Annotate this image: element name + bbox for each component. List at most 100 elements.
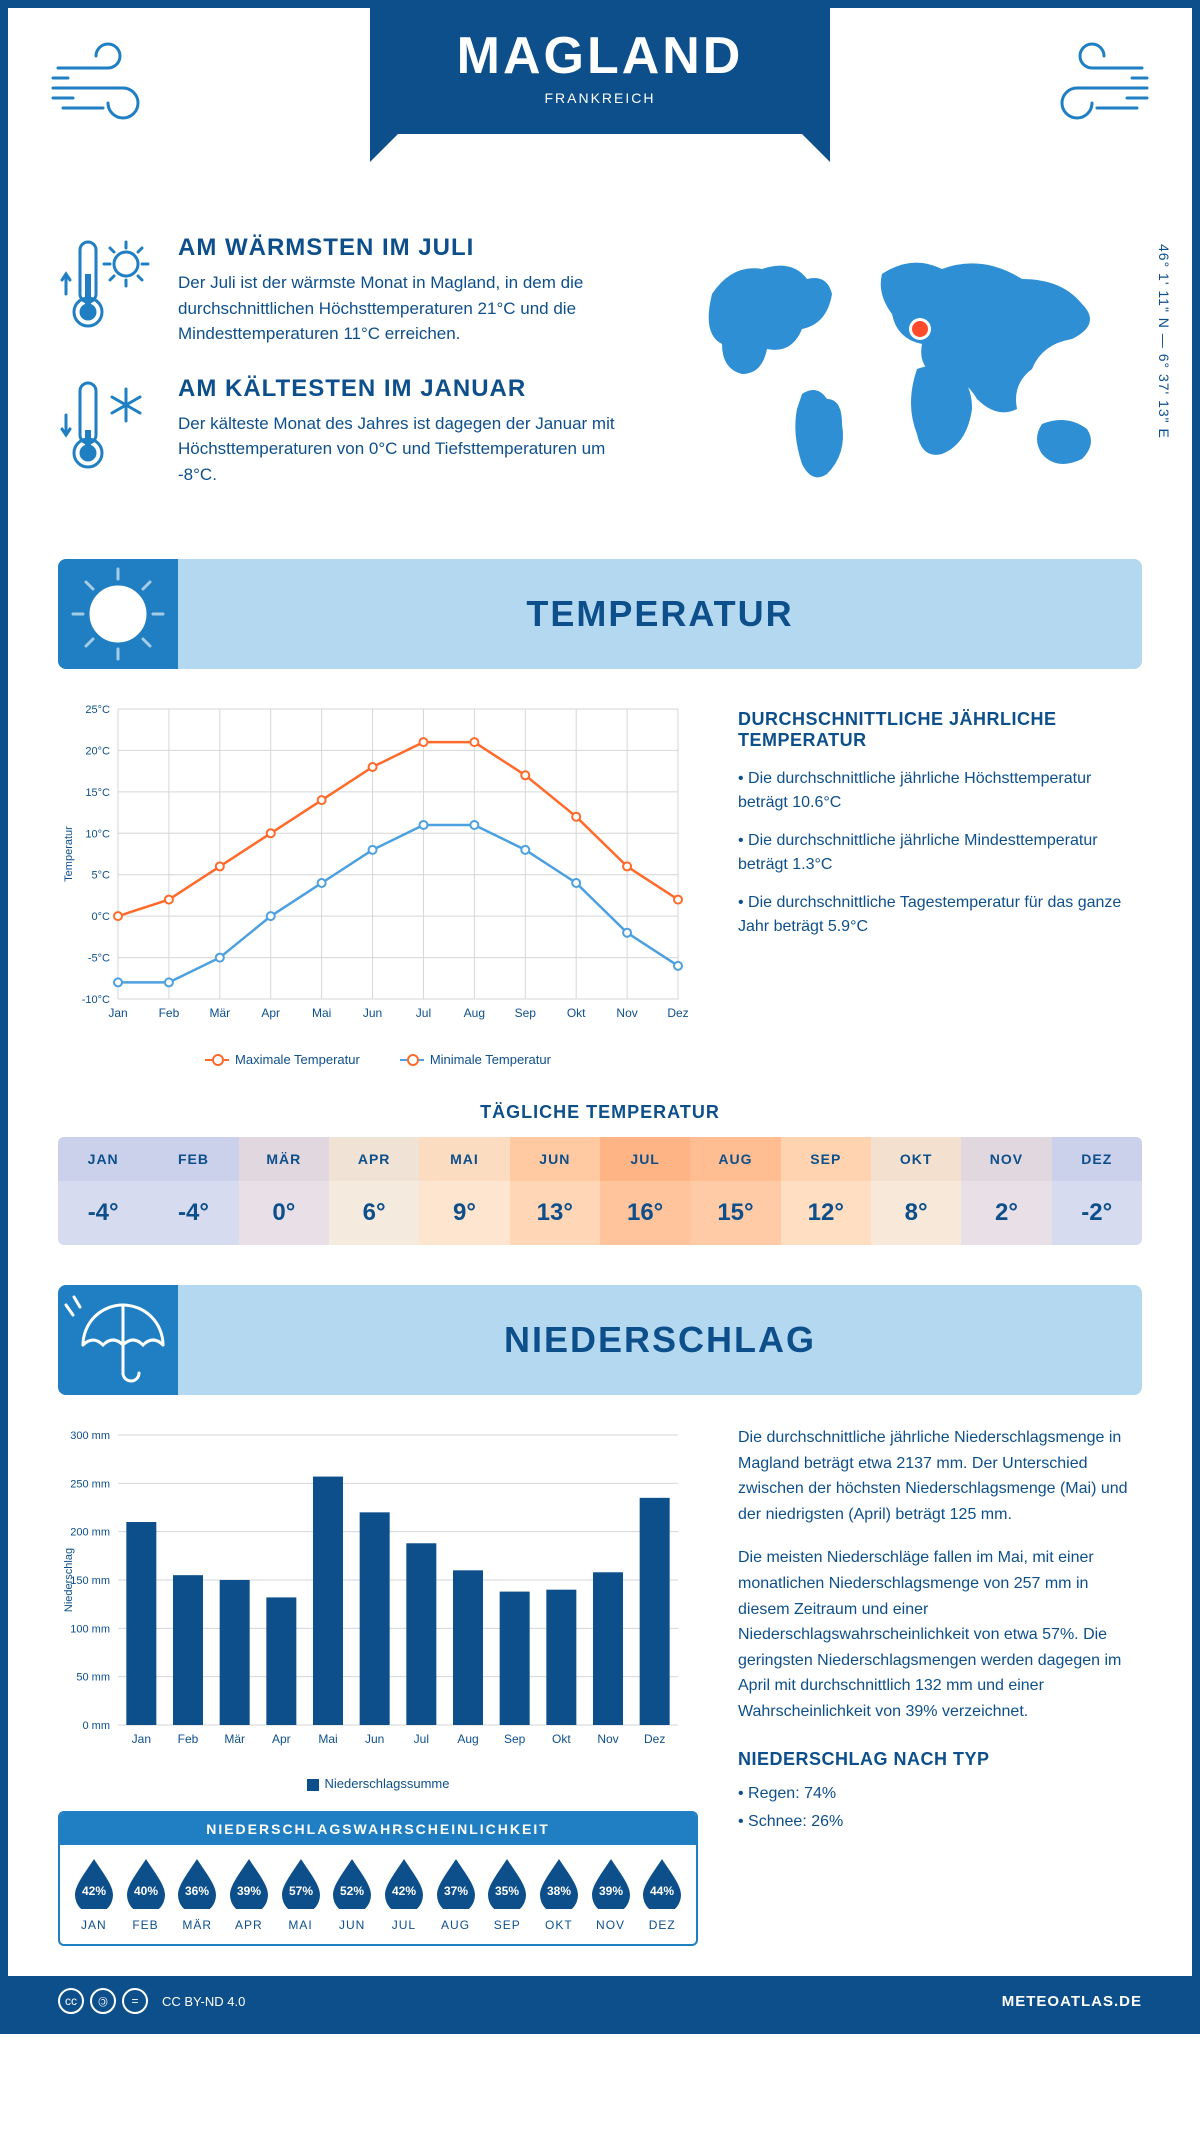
warmest-block: AM WÄRMSTEN IM JULI Der Juli ist der wär…: [58, 234, 652, 347]
svg-text:Jul: Jul: [414, 1732, 429, 1746]
temp-bullet-3: • Die durchschnittliche Tagestemperatur …: [738, 891, 1142, 939]
precip-probability-box: NIEDERSCHLAGSWAHRSCHEINLICHKEIT 42%JAN40…: [58, 1811, 698, 1946]
svg-text:100 mm: 100 mm: [70, 1623, 110, 1635]
daily-col: AUG15°: [690, 1137, 780, 1245]
svg-text:38%: 38%: [547, 1884, 571, 1898]
svg-text:50 mm: 50 mm: [76, 1672, 110, 1684]
prob-col: 57%MAI: [275, 1857, 327, 1932]
svg-text:42%: 42%: [392, 1884, 416, 1898]
daily-temp-title: TÄGLICHE TEMPERATUR: [58, 1102, 1142, 1123]
warm-body: Der Juli ist der wärmste Monat in Maglan…: [178, 270, 618, 347]
svg-text:Mai: Mai: [318, 1732, 337, 1746]
precip-p1: Die durchschnittliche jährliche Niedersc…: [738, 1425, 1142, 1527]
svg-text:15°C: 15°C: [85, 787, 110, 799]
daily-col: JUN13°: [510, 1137, 600, 1245]
svg-text:20°C: 20°C: [85, 745, 110, 757]
umbrella-icon: [58, 1285, 178, 1395]
daily-col: OKT8°: [871, 1137, 961, 1245]
svg-text:40%: 40%: [133, 1884, 157, 1898]
svg-text:-5°C: -5°C: [88, 953, 110, 965]
svg-text:Nov: Nov: [597, 1732, 618, 1746]
license-text: CC BY-ND 4.0: [162, 1994, 245, 2009]
svg-text:-10°C: -10°C: [82, 994, 110, 1006]
prob-col: 42%JUL: [378, 1857, 430, 1932]
temp-bullet-1: • Die durchschnittliche jährliche Höchst…: [738, 767, 1142, 815]
svg-text:Jun: Jun: [363, 1006, 382, 1020]
header-ribbon: MAGLAND FRANKREICH: [370, 8, 830, 134]
svg-text:Jul: Jul: [416, 1006, 431, 1020]
svg-text:37%: 37%: [444, 1884, 468, 1898]
precip-title: NIEDERSCHLAG: [178, 1319, 1142, 1361]
svg-text:300 mm: 300 mm: [70, 1430, 110, 1442]
svg-text:250 mm: 250 mm: [70, 1478, 110, 1490]
thermometer-snow-icon: [58, 375, 158, 475]
svg-text:Feb: Feb: [159, 1006, 180, 1020]
wind-icon-right: [1032, 38, 1152, 138]
svg-text:39%: 39%: [599, 1884, 623, 1898]
temperature-line-chart: -10°C-5°C0°C5°C10°C15°C20°C25°CJanFebMär…: [58, 699, 698, 1039]
svg-text:Mär: Mär: [224, 1732, 245, 1746]
svg-text:25°C: 25°C: [85, 704, 110, 716]
daily-col: JUL16°: [600, 1137, 690, 1245]
prob-col: 42%JAN: [68, 1857, 120, 1932]
precip-type-1: • Regen: 74%: [738, 1781, 1142, 1807]
daily-col: JAN-4°: [58, 1137, 148, 1245]
svg-text:Okt: Okt: [552, 1732, 571, 1746]
warm-title: AM WÄRMSTEN IM JULI: [178, 234, 618, 262]
daily-col: DEZ-2°: [1052, 1137, 1142, 1245]
legend-min: Minimale Temperatur: [430, 1052, 551, 1067]
country-subtitle: FRANKREICH: [380, 90, 820, 106]
svg-text:Mai: Mai: [312, 1006, 331, 1020]
prob-col: 40%FEB: [120, 1857, 172, 1932]
svg-text:Niederschlag: Niederschlag: [63, 1548, 75, 1612]
svg-text:52%: 52%: [340, 1884, 364, 1898]
prob-col: 38%OKT: [533, 1857, 585, 1932]
svg-text:Temperatur: Temperatur: [63, 826, 75, 882]
svg-text:5°C: 5°C: [92, 870, 111, 882]
svg-text:Jan: Jan: [132, 1732, 151, 1746]
cold-title: AM KÄLTESTEN IM JANUAR: [178, 375, 618, 403]
daily-col: FEB-4°: [148, 1137, 238, 1245]
svg-text:42%: 42%: [82, 1884, 106, 1898]
temp-bullet-2: • Die durchschnittliche jährliche Mindes…: [738, 829, 1142, 877]
precipitation-bar-chart: 0 mm 50 mm 100 mm 150 mm 200 mm 250 mm 300 mm J…: [58, 1425, 698, 1765]
precip-chart-legend: Niederschlagssumme: [58, 1776, 698, 1791]
precip-type-title: NIEDERSCHLAG NACH TYP: [738, 1745, 1142, 1774]
prob-title: NIEDERSCHLAGSWAHRSCHEINLICHKEIT: [60, 1813, 696, 1845]
svg-text:Dez: Dez: [644, 1732, 665, 1746]
temp-side-title: DURCHSCHNITTLICHE JÄHRLICHE TEMPERATUR: [738, 709, 1142, 751]
svg-text:10°C: 10°C: [85, 828, 110, 840]
svg-text:150 mm: 150 mm: [70, 1575, 110, 1587]
svg-text:Apr: Apr: [261, 1006, 280, 1020]
svg-text:Feb: Feb: [178, 1732, 199, 1746]
svg-text:Apr: Apr: [272, 1732, 291, 1746]
daily-col: SEP12°: [781, 1137, 871, 1245]
license-icons: cc🄯= CC BY-ND 4.0: [58, 1988, 245, 2014]
svg-text:0°C: 0°C: [92, 911, 111, 923]
svg-text:Sep: Sep: [504, 1732, 526, 1746]
svg-text:200 mm: 200 mm: [70, 1527, 110, 1539]
prob-col: 52%JUN: [326, 1857, 378, 1932]
cold-body: Der kälteste Monat des Jahres ist dagege…: [178, 411, 618, 488]
prob-col: 36%MÄR: [171, 1857, 223, 1932]
site-name: METEOATLAS.DE: [1002, 1993, 1142, 2010]
daily-col: NOV2°: [961, 1137, 1051, 1245]
temp-chart-legend: .legend .sw:nth-child(1):after{border-co…: [58, 1052, 698, 1067]
coordinates: 46° 1' 11" N — 6° 37' 13" E: [1156, 244, 1172, 439]
svg-text:Aug: Aug: [464, 1006, 485, 1020]
svg-text:Jan: Jan: [108, 1006, 127, 1020]
svg-text:Nov: Nov: [616, 1006, 637, 1020]
temperature-banner: TEMPERATUR: [58, 559, 1142, 669]
infographic-page: MAGLAND FRANKREICH AM: [0, 0, 1200, 2034]
world-map: 46° 1' 11" N — 6° 37' 13" E: [682, 234, 1142, 519]
svg-text:Sep: Sep: [515, 1006, 537, 1020]
svg-text:0 mm: 0 mm: [83, 1720, 111, 1732]
daily-col: MÄR0°: [239, 1137, 329, 1245]
svg-text:39%: 39%: [237, 1884, 261, 1898]
sun-icon: [58, 559, 178, 669]
svg-text:Jun: Jun: [365, 1732, 384, 1746]
svg-text:36%: 36%: [185, 1884, 209, 1898]
daily-col: MAI9°: [419, 1137, 509, 1245]
precip-type-2: • Schnee: 26%: [738, 1809, 1142, 1835]
wind-icon-left: [48, 38, 168, 138]
